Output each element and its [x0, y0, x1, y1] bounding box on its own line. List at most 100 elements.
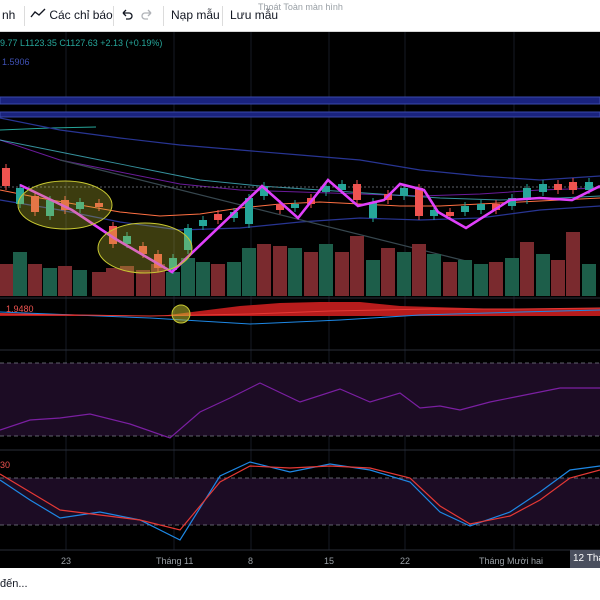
candle-body: [2, 168, 10, 186]
candle-body: [585, 182, 593, 190]
volume-bar: [458, 260, 472, 296]
chart-area[interactable]: [0, 32, 600, 568]
stochastic-d-line: [0, 465, 600, 531]
volume-bars: [0, 232, 596, 296]
volume-bar: [28, 264, 42, 296]
volume-bar: [350, 236, 364, 296]
rsi-line: [0, 382, 600, 439]
volume-bar: [304, 252, 318, 296]
indicator-value: 1.5906: [2, 57, 30, 67]
volume-bar: [319, 244, 333, 296]
volume-bar: [366, 260, 380, 296]
volume-bar: [505, 258, 519, 296]
candle-body: [276, 204, 284, 210]
volume-bar: [427, 254, 441, 296]
toolbar-divider: [163, 6, 164, 26]
bottom-bar: đến...: [0, 568, 600, 600]
candle-body: [184, 228, 192, 250]
candle-body: [123, 236, 131, 244]
volume-bar: [257, 244, 271, 296]
volume-bar: [211, 264, 225, 296]
candle-body: [400, 188, 408, 196]
volume-bar: [551, 260, 565, 296]
x-axis-label-22: 22: [400, 556, 411, 566]
volume-bar: [136, 270, 150, 296]
candle-body: [260, 186, 268, 196]
candle-body: [554, 184, 562, 190]
candle-body: [95, 203, 103, 207]
candle-body: [109, 226, 117, 244]
volume-bar: [166, 272, 180, 296]
candle-body: [31, 196, 39, 212]
undo-button[interactable]: [120, 0, 134, 31]
volume-bar: [381, 248, 395, 296]
ma-line-orange: [0, 189, 600, 217]
toolbar-divider: [24, 6, 25, 26]
volume-bar: [181, 258, 195, 296]
x-axis-label-23: 23: [61, 556, 72, 566]
volume-bar: [443, 262, 457, 296]
macd-signal-line: [0, 309, 600, 325]
bollinger-lower: [0, 199, 600, 231]
stochastic-k-line: [0, 461, 600, 541]
candle-body: [76, 202, 84, 209]
ohlc-legend: 9.77 L1123.35 C1127.63 +2.13 (+0.19%): [0, 38, 162, 48]
candle-body: [61, 200, 69, 210]
save-template-button[interactable]: Lưu mẫu: [230, 8, 279, 22]
toolbar-divider: [113, 6, 114, 26]
volume-bar: [43, 268, 57, 296]
volume-bar: [92, 272, 106, 296]
candle-body: [569, 182, 577, 190]
redo-icon: [141, 9, 152, 20]
candle-body: [461, 206, 469, 212]
candle-body: [322, 186, 330, 192]
candle-body: [369, 202, 377, 218]
volume-bar: [120, 266, 134, 296]
candle-body: [446, 212, 454, 216]
rsi-band: [0, 363, 600, 436]
candle-body: [338, 184, 346, 190]
macd-histogram: [0, 302, 600, 316]
price-band-lower: [0, 111, 600, 118]
bollinger-upper: [0, 117, 600, 181]
volume-bar: [474, 264, 488, 296]
macd-line: [0, 307, 600, 317]
candle-body: [154, 254, 162, 268]
candle-body: [230, 212, 238, 218]
stochastic-band: [0, 478, 600, 525]
candle-body: [477, 204, 485, 210]
volume-bar: [397, 252, 411, 296]
volume-bar: [489, 262, 503, 296]
candle-body: [523, 188, 531, 200]
candle-body: [353, 184, 361, 200]
price-band-upper: [0, 96, 600, 105]
redo-button[interactable]: [140, 0, 154, 31]
rsi-pane: [0, 362, 600, 439]
candle-body: [46, 200, 54, 216]
macd-highlight: [171, 304, 191, 324]
volume-bar: [288, 248, 302, 296]
indicators-button[interactable]: Các chỉ báo: [30, 0, 113, 31]
volume-bar: [566, 232, 580, 296]
candle-body: [199, 220, 207, 226]
candle-body: [492, 204, 500, 210]
price-change: +2.13 (+0.19%): [100, 38, 163, 48]
toolbar-divider: [222, 6, 223, 26]
pane-dividers: [0, 297, 600, 551]
stochastic-pane: [0, 461, 600, 541]
volume-bar: [335, 252, 349, 296]
candle-body: [245, 198, 253, 224]
volume-bar: [58, 266, 72, 296]
status-text: đến...: [0, 578, 28, 590]
indicators-icon: [30, 8, 46, 18]
load-template-button[interactable]: Nạp mẫu: [171, 8, 220, 22]
x-axis-label-8: 8: [248, 556, 254, 566]
undo-icon: [122, 9, 133, 20]
volume-bar: [412, 244, 426, 296]
candle-body: [539, 184, 547, 192]
volume-bar: [196, 262, 210, 296]
volume-bar: [13, 252, 27, 296]
layout-button[interactable]: nh: [2, 8, 16, 22]
volume-bar: [273, 246, 287, 296]
volume-bar: [242, 248, 256, 296]
